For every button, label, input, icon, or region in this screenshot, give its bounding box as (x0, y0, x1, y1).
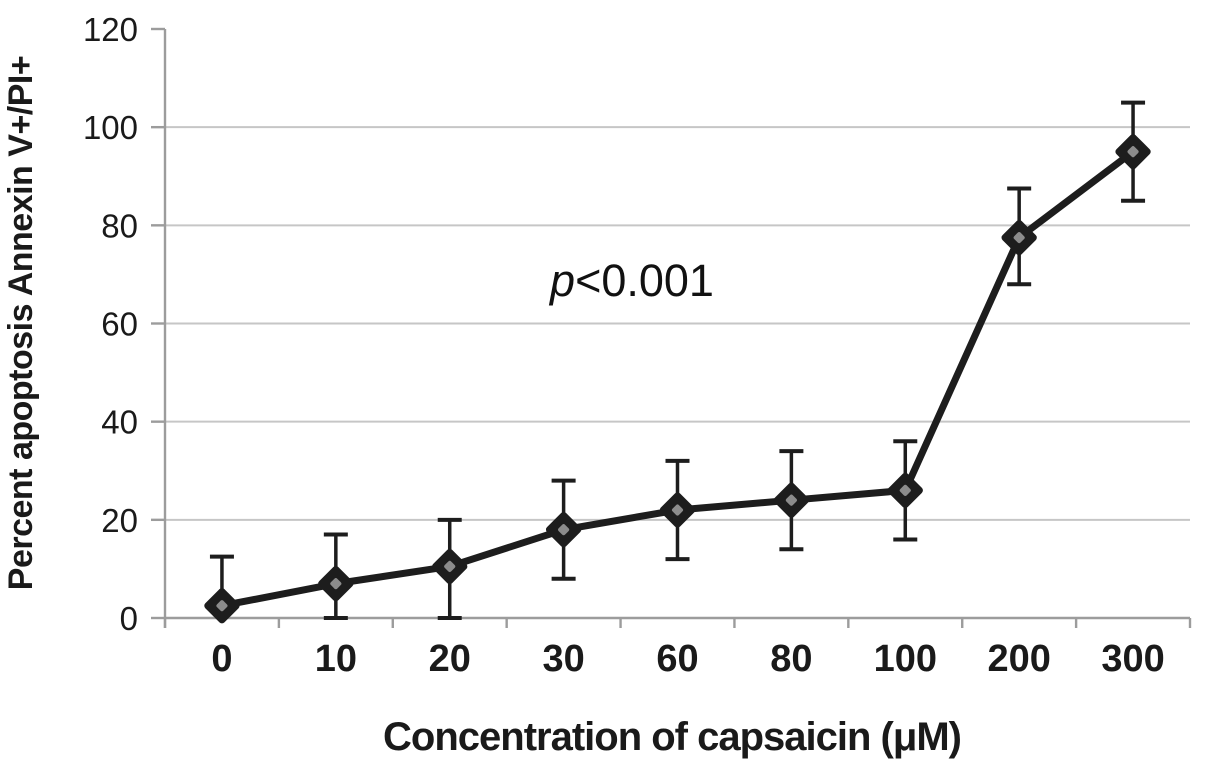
x-tick-label: 200 (987, 638, 1050, 680)
y-tick-label: 40 (101, 404, 138, 441)
marker-center-dot (330, 578, 342, 590)
x-axis-title: Concentration of capsaicin (μM) (383, 715, 961, 759)
x-tick-label: 10 (315, 638, 357, 680)
x-tick-label: 300 (1101, 638, 1164, 680)
data-point-marker (773, 482, 810, 518)
x-tick-label: 100 (874, 638, 937, 680)
x-tick-label: 60 (656, 638, 698, 680)
data-point-marker (432, 548, 468, 585)
data-point-marker (545, 512, 582, 548)
marker-center-dot (671, 504, 684, 516)
marker-center-dot (1127, 146, 1139, 158)
markers-layer (204, 134, 1151, 624)
p-value-rest: <0.001 (575, 255, 714, 306)
p-value-italic-p: p (548, 255, 575, 306)
data-point-marker (1001, 219, 1037, 256)
x-tick-label: 80 (770, 638, 812, 680)
tick-labels-layer: 0 20 40 60 80 100 120 0 10 20 30 60 80 100 200 300 (83, 11, 1165, 680)
marker-center-dot (899, 484, 911, 496)
x-tick-label: 20 (429, 638, 471, 680)
marker-center-dot (785, 494, 797, 506)
data-point-marker (887, 472, 923, 509)
error-bars-layer (209, 100, 1146, 620)
data-point-marker (204, 588, 240, 624)
p-value-annotation: p<0.001 (548, 255, 714, 306)
marker-center-dot (558, 524, 570, 536)
y-tick-label: 120 (83, 11, 138, 48)
axes-layer (151, 27, 1192, 628)
y-tick-label: 60 (101, 306, 138, 343)
x-tick-label: 0 (211, 638, 232, 680)
y-tick-label: 80 (101, 207, 138, 244)
x-tick-label: 30 (542, 638, 584, 680)
marker-center-dot (216, 600, 228, 612)
data-point-marker (1115, 134, 1151, 170)
y-tick-label: 100 (83, 109, 138, 146)
data-point-marker (318, 565, 354, 602)
y-tick-label: 20 (101, 502, 138, 539)
marker-center-dot (444, 560, 456, 572)
marker-center-dot (1013, 232, 1025, 244)
y-axis-title: Percent apoptosis Annexin V+/PI+ (2, 56, 40, 590)
data-point-marker (659, 492, 696, 528)
y-tick-label: 0 (120, 600, 138, 637)
